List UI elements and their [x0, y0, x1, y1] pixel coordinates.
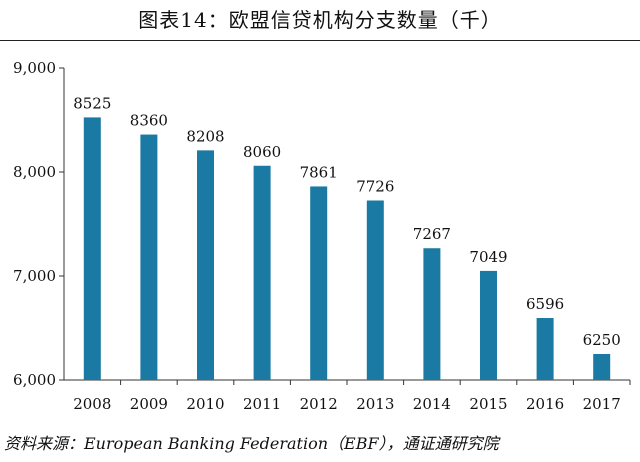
y-tick-label: 6,000 — [13, 371, 56, 389]
x-tick-label-2014: 2014 — [413, 395, 451, 413]
data-label-2008: 8525 — [73, 94, 111, 112]
data-label-2011: 8060 — [243, 143, 281, 161]
data-label-2012: 7861 — [300, 163, 338, 181]
data-label-2017: 6250 — [583, 331, 621, 349]
bar-chart: 6,000 7,000 8,000 9,000 8525 2008 8360 2009 8208… — [13, 59, 631, 413]
bar-2016 — [536, 318, 554, 380]
x-tick-label-2008: 2008 — [73, 395, 111, 413]
data-label-2009: 8360 — [130, 112, 168, 130]
bar-2017 — [593, 354, 611, 380]
x-tick-label-2016: 2016 — [526, 395, 564, 413]
data-label-2013: 7726 — [356, 177, 394, 195]
bar-2011 — [253, 165, 271, 380]
chart-title: 图表14：欧盟信贷机构分支数量（千） — [138, 8, 502, 32]
y-tick-label: 9,000 — [13, 59, 56, 77]
x-tick-label-2011: 2011 — [243, 395, 281, 413]
bar-2008 — [83, 117, 101, 381]
data-label-2015: 7049 — [469, 248, 507, 266]
data-label-2014: 7267 — [413, 225, 451, 243]
x-tick-label-2015: 2015 — [469, 395, 507, 413]
source-note: 资料来源：European Banking Federation（EBF），通证… — [4, 434, 499, 453]
data-label-2010: 8208 — [186, 127, 224, 145]
bar-2014 — [423, 248, 441, 380]
title-divider — [0, 40, 640, 41]
x-tick-label-2017: 2017 — [583, 395, 621, 413]
y-tick-label: 7,000 — [13, 267, 56, 285]
x-tick-label-2013: 2013 — [356, 395, 394, 413]
x-tick-label-2012: 2012 — [300, 395, 338, 413]
data-label-2016: 6596 — [526, 295, 564, 313]
bar-2013 — [366, 200, 384, 380]
y-tick-label: 8,000 — [13, 163, 56, 181]
bar-2010 — [197, 150, 214, 380]
x-tick-label-2010: 2010 — [186, 395, 224, 413]
x-tick-label-2009: 2009 — [130, 395, 168, 413]
bar-2012 — [310, 186, 328, 380]
bar-2009 — [140, 134, 158, 380]
bar-2015 — [480, 270, 497, 380]
